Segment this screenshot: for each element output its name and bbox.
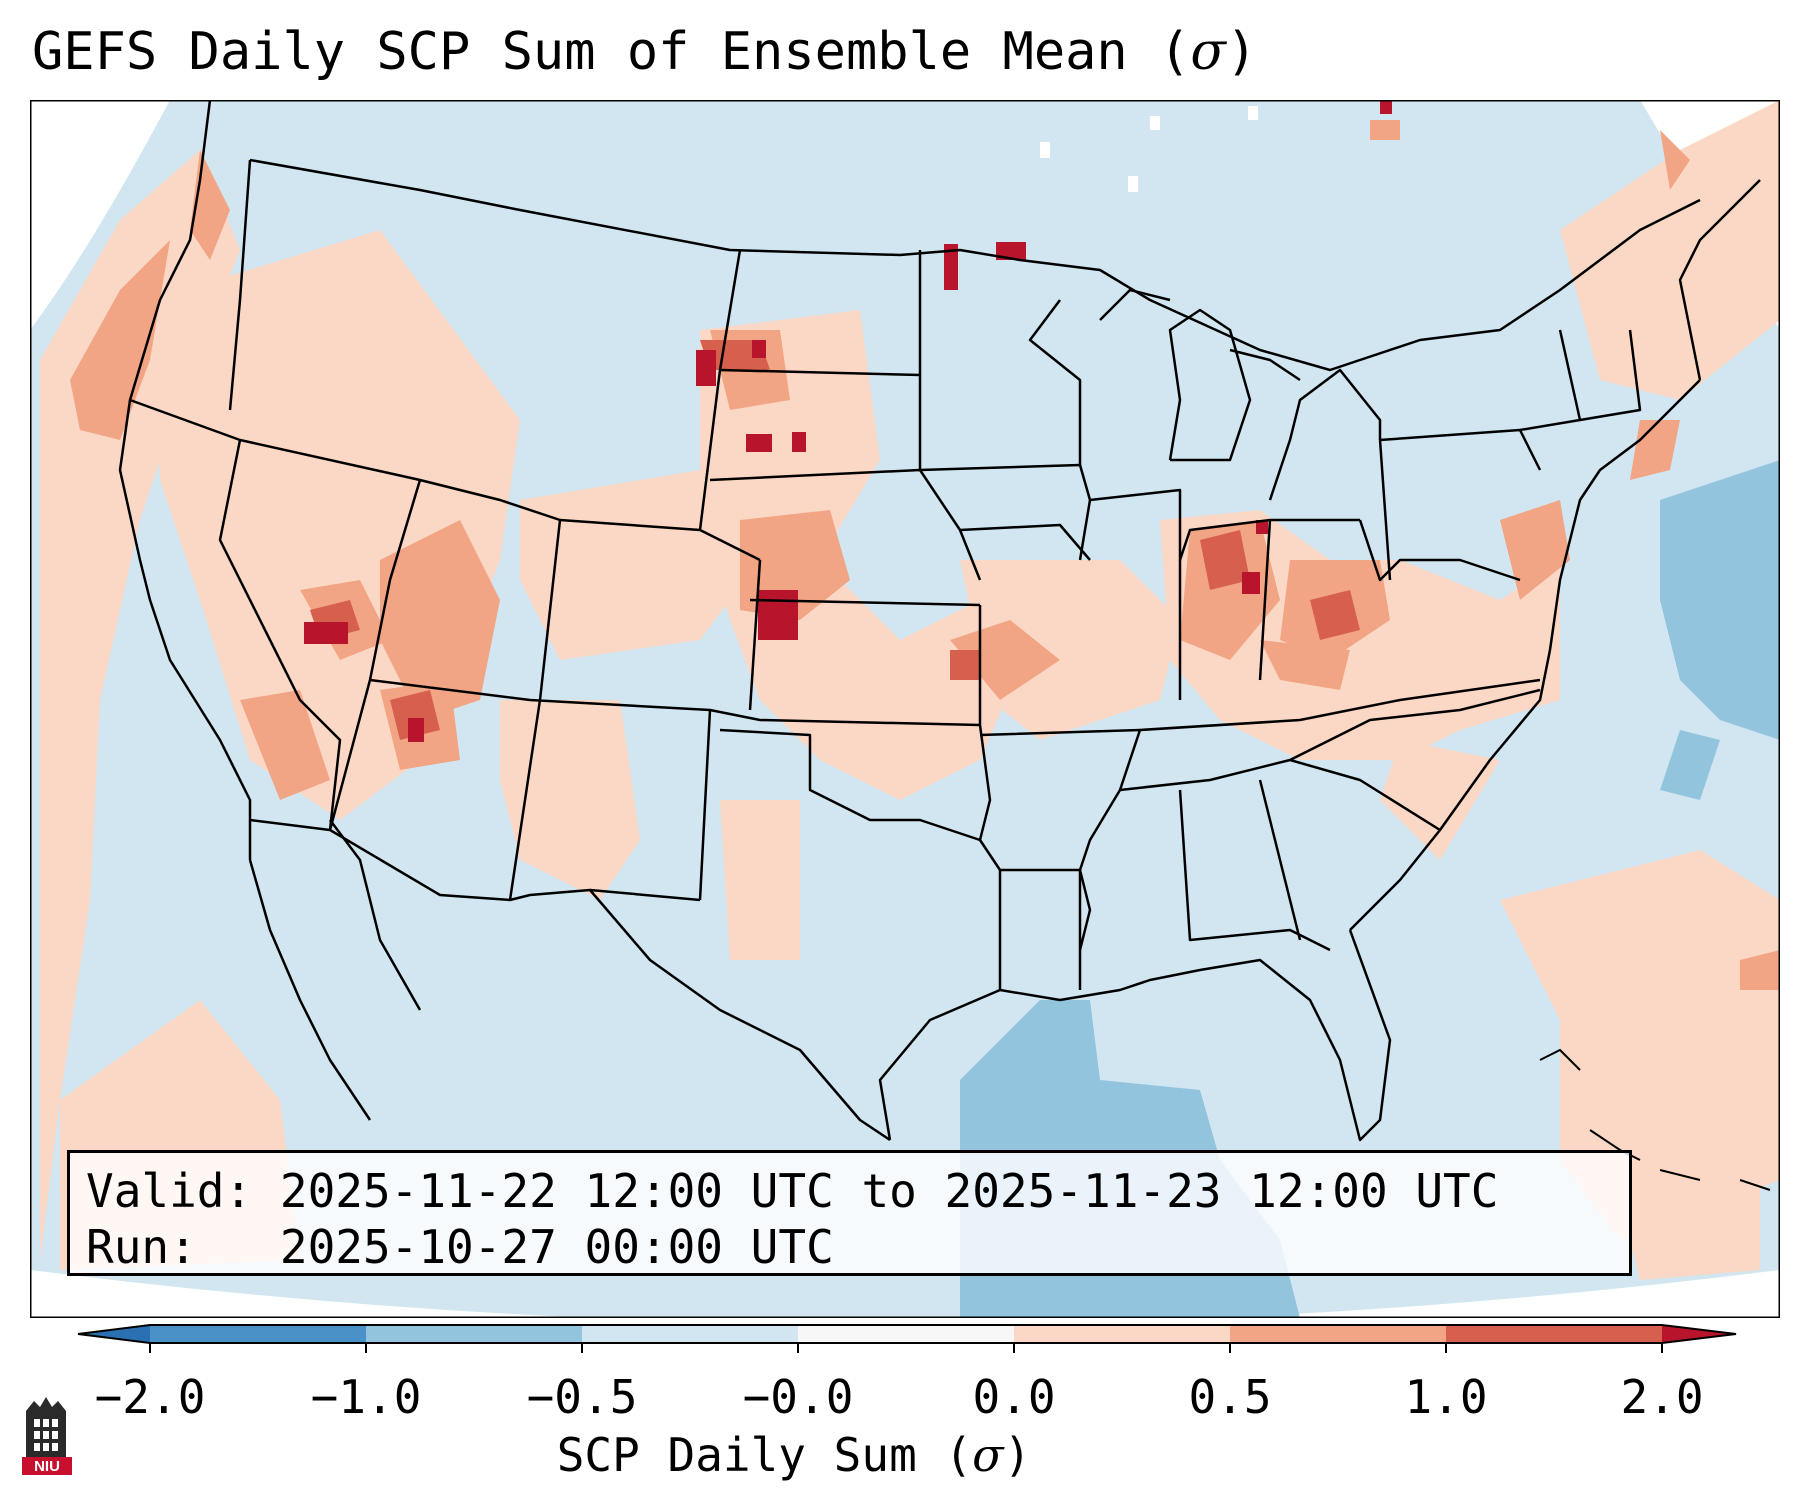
positive-anomaly-medium bbox=[70, 120, 1780, 990]
map-area bbox=[30, 100, 1780, 1318]
colorbar-tick-label: 2.0 bbox=[1620, 1370, 1704, 1424]
colorbar-bin bbox=[582, 1325, 798, 1343]
run-value: 2025-10-27 00:00 UTC bbox=[279, 1220, 834, 1274]
valid-label: Valid: bbox=[86, 1164, 253, 1218]
colorbar-tick-label: −0.5 bbox=[526, 1370, 638, 1424]
colorbar-bin bbox=[150, 1325, 366, 1343]
colorbar-tick-label: 0.5 bbox=[1188, 1370, 1272, 1424]
colorbar-extend-under bbox=[78, 1325, 150, 1343]
colorbar-tick-label: 1.0 bbox=[1404, 1370, 1488, 1424]
colorbar-bin bbox=[1230, 1325, 1446, 1343]
valid-value: 2025-11-22 12:00 UTC to 2025-11-23 12:00… bbox=[279, 1164, 1499, 1218]
positive-anomaly-extreme bbox=[304, 100, 1392, 742]
colorbar-tick-label: 0.0 bbox=[972, 1370, 1056, 1424]
baja-coast bbox=[248, 859, 372, 1121]
colorbar-tick-label: −1.0 bbox=[310, 1370, 422, 1424]
colorbar-bin bbox=[366, 1325, 582, 1343]
out-of-domain-left bbox=[30, 100, 170, 330]
state-boundaries bbox=[118, 100, 1761, 1142]
new-england-coast bbox=[1678, 179, 1761, 381]
out-of-domain-bottom bbox=[30, 1270, 1780, 1318]
run-label: Run: bbox=[86, 1220, 197, 1274]
colorbar-tick-label: −0.0 bbox=[742, 1370, 854, 1424]
valid-time-box: Valid: 2025-11-22 12:00 UTC to 2025-11-2… bbox=[67, 1150, 1632, 1276]
colorbar-title: SCP Daily Sum (σ) bbox=[556, 1428, 1032, 1482]
no-data-cells bbox=[1040, 106, 1258, 192]
coastline-west bbox=[118, 100, 252, 860]
niu-logo: NIU bbox=[22, 1397, 72, 1475]
logo-text: NIU bbox=[34, 1458, 60, 1475]
colorbar bbox=[77, 1324, 1737, 1353]
colorbar-tick-label: −2.0 bbox=[94, 1370, 206, 1424]
colorbar-bin bbox=[1446, 1325, 1662, 1343]
colorbar-extend-over bbox=[1662, 1325, 1736, 1343]
gulf-coast bbox=[878, 929, 1392, 1142]
colorbar-bin bbox=[1014, 1325, 1230, 1343]
us-canada-border bbox=[249, 158, 1701, 372]
chart-title: GEFS Daily SCP Sum of Ensemble Mean (σ) bbox=[32, 22, 1258, 82]
colorbar-bin bbox=[798, 1325, 1014, 1343]
